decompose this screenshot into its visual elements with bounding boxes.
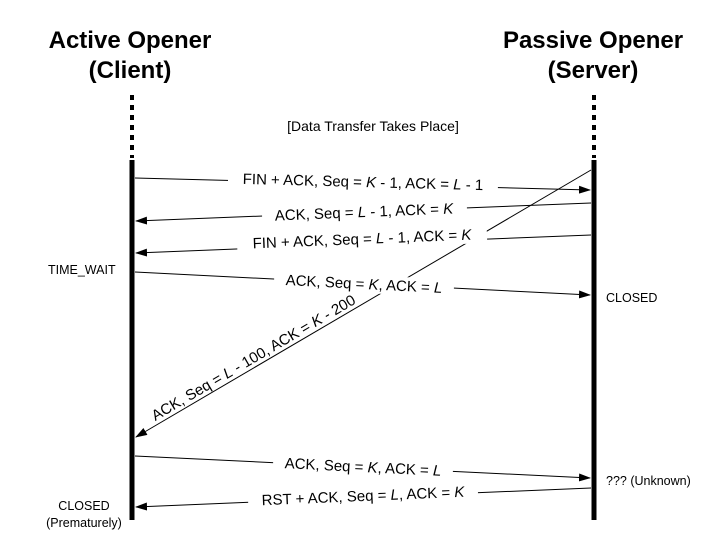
client-title-line1: Active Opener [49, 27, 212, 54]
message-label-ack-client: ACK, Seq = K, ACK = L [285, 272, 442, 297]
message-label-ack-client-2: ACK, Seq = K, ACK = L [284, 455, 441, 480]
server-title-line1: Passive Opener [503, 27, 683, 54]
message-label-rst-ack: RST + ACK, Seq = L, ACK = K [261, 484, 465, 510]
message-label-fin-ack-server: FIN + ACK, Seq = L - 1, ACK = K [252, 227, 472, 253]
server-title-line2: (Server) [548, 57, 639, 84]
server-state-closed: CLOSED [606, 291, 657, 305]
message-label-delayed-ack: ACK, Seq = L - 100, ACK = K - 200 [149, 292, 359, 425]
message-label-fin-ack-client: FIN + ACK, Seq = K - 1, ACK = L - 1 [243, 171, 484, 194]
client-state-time-wait: TIME_WAIT [48, 263, 116, 277]
server-state-unknown: ??? (Unknown) [606, 474, 691, 488]
client-state-closed: CLOSED [58, 499, 109, 513]
client-state-closed-note: (Prematurely) [46, 516, 122, 530]
data-transfer-note: [Data Transfer Takes Place] [287, 118, 459, 134]
arrow-delayed-ack [135, 169, 592, 438]
message-label-ack-server: ACK, Seq = L - 1, ACK = K [275, 200, 455, 224]
client-title-line2: (Client) [89, 57, 172, 84]
